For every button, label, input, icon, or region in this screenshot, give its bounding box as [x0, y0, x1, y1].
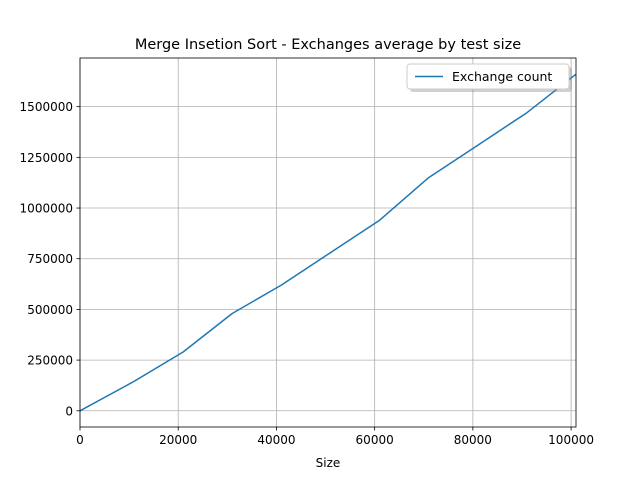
y-tick-label: 1250000 — [20, 151, 73, 165]
x-tick-label: 40000 — [257, 433, 295, 447]
chart-title: Merge Insetion Sort - Exchanges average … — [135, 37, 521, 53]
grid-lines — [79, 58, 576, 427]
x-tick-label: 60000 — [356, 433, 394, 447]
plot-frame — [79, 57, 577, 428]
y-tick-label: 1000000 — [20, 202, 73, 216]
series-line-exchange-count — [79, 73, 577, 412]
legend-box — [406, 63, 570, 90]
x-tick-label: 100000 — [548, 433, 594, 447]
y-tick-label: 0 — [65, 404, 73, 418]
y-tick-label: 250000 — [27, 354, 73, 368]
legend-entry-exchange-count: Exchange count — [452, 69, 552, 84]
x-axis: 0 20000 40000 60000 80000 100000 — [76, 427, 594, 447]
y-tick-label: 500000 — [27, 303, 73, 317]
y-axis: 0 250000 500000 750000 1000000 1250000 1500000 — [20, 100, 80, 418]
y-tick-label: 1500000 — [20, 100, 73, 114]
x-tick-label: 0 — [76, 433, 84, 447]
series-layer — [79, 73, 577, 412]
legend: Exchange count — [406, 63, 572, 92]
y-tick-label: 750000 — [27, 252, 73, 266]
x-tick-label: 80000 — [454, 433, 492, 447]
x-axis-label: Size — [316, 456, 341, 470]
x-tick-label: 20000 — [159, 433, 197, 447]
